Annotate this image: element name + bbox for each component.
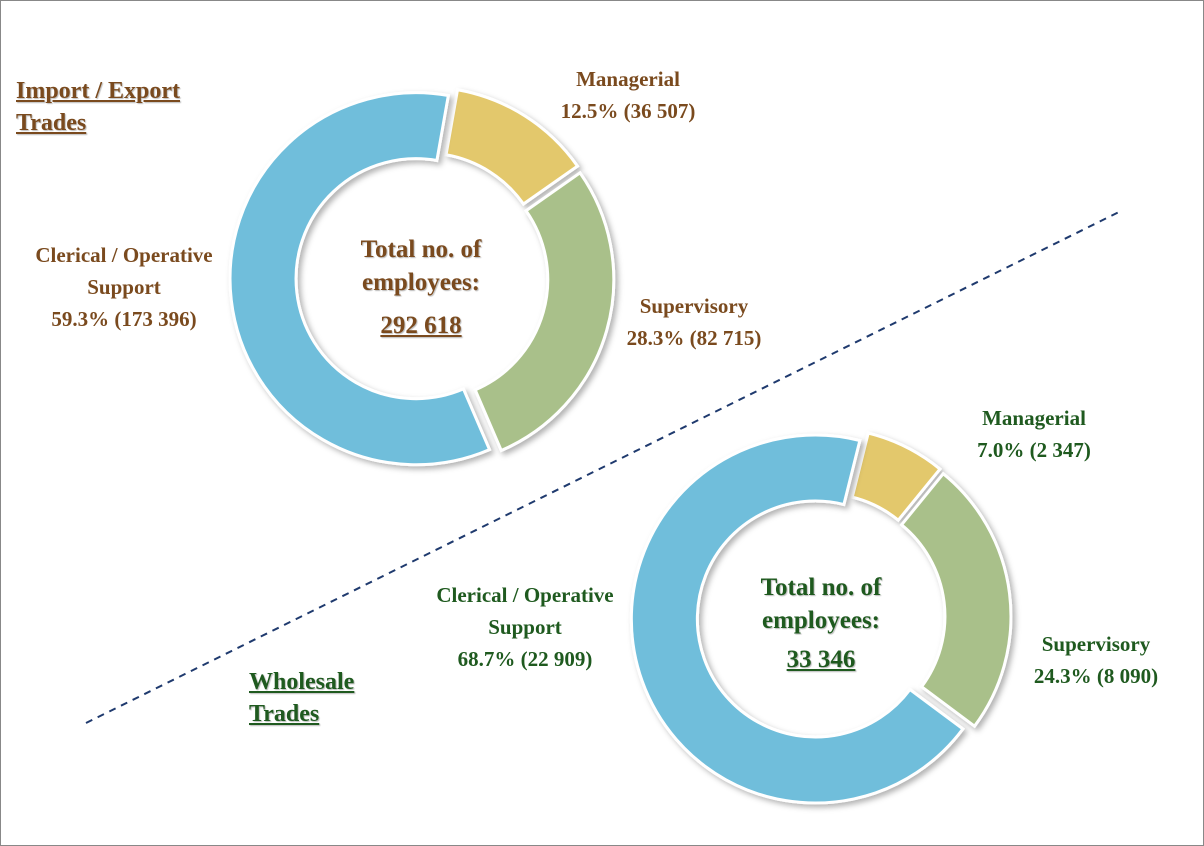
total-label: 292 618 — [380, 312, 462, 339]
total-label: 33 346 — [786, 646, 856, 673]
donut-slice — [899, 471, 1013, 729]
value-label: 68.7% (22 909) — [457, 647, 593, 671]
value-label: 7.0% (2 347) — [977, 438, 1091, 462]
category-label: Managerial — [576, 67, 680, 91]
donut-slice — [444, 88, 580, 207]
donut-slice — [228, 91, 492, 467]
donut-slice — [629, 433, 966, 805]
value-label: 12.5% (36 507) — [560, 99, 696, 123]
donut-slice — [473, 170, 616, 453]
chart-title: Import / Export Trades — [16, 78, 180, 136]
value-label: 24.3% (8 090) — [1033, 664, 1159, 688]
divider — [85, 210, 1122, 724]
category-label: Supervisory — [1041, 632, 1151, 656]
donut-slice — [850, 431, 943, 523]
center-text: Total no. of employees: — [760, 574, 882, 634]
value-label: 28.3% (82 715) — [626, 326, 762, 350]
value-label: 59.3% (173 396) — [51, 307, 197, 331]
category-label: Supervisory — [639, 294, 749, 318]
category-label: Clerical / Operative Support — [436, 583, 614, 639]
category-label: Managerial — [982, 406, 1086, 430]
category-label: Clerical / Operative Support — [35, 243, 213, 299]
center-text: Total no. of employees: — [360, 236, 482, 296]
chart-title: Wholesale Trades — [249, 669, 355, 727]
